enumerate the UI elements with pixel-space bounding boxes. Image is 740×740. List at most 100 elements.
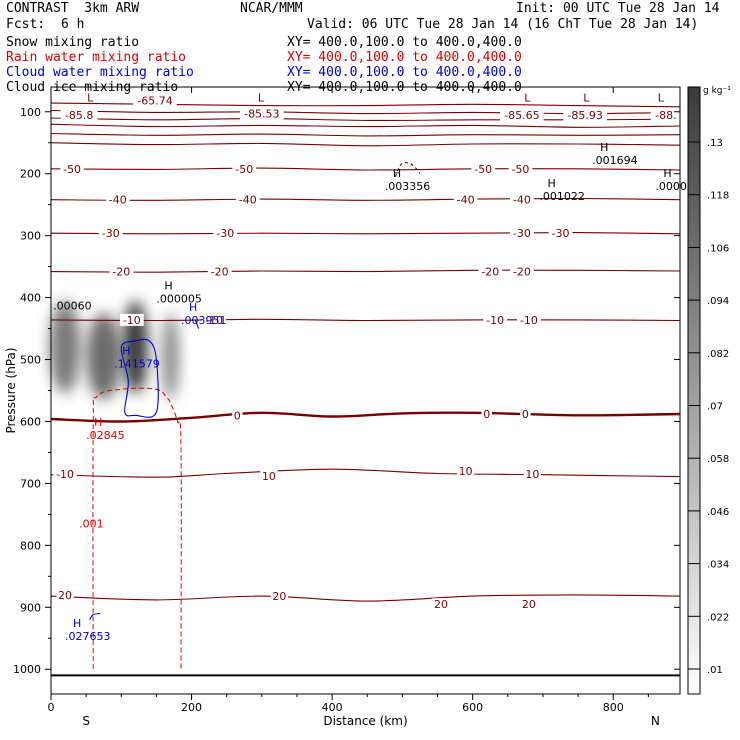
contour-label-bg: [119, 313, 144, 326]
snow-cell: [86, 313, 122, 400]
extremum-value: .027653: [65, 630, 111, 643]
contour-label: 10: [525, 468, 539, 481]
contour-label-bg: [523, 468, 542, 481]
colorbar-tick-label: .058: [707, 454, 729, 465]
snow-cell: [162, 313, 179, 400]
contour-label-bg: [60, 108, 98, 121]
extremum-value: .003951: [181, 314, 227, 327]
colorbar-tick-label: .07: [707, 402, 723, 413]
extremum-marker: H: [663, 167, 671, 180]
x-axis-label: Distance (km): [323, 714, 407, 728]
y-tick-label: 500: [20, 354, 41, 367]
contour-label: 20: [434, 598, 448, 611]
contour-label: -20: [513, 266, 531, 279]
extremum-value: .001694: [592, 154, 638, 167]
colorbar-tick-label: .082: [707, 349, 729, 360]
contour-label-bg: [240, 107, 284, 120]
contour-label-bg: [457, 465, 475, 478]
contour-label-bg: [509, 265, 534, 278]
contour-label-bg: [53, 468, 77, 481]
header-center: NCAR/MMM: [240, 1, 303, 16]
legend-cloudwater-xy: XY= 400.0,100.0 to 400.0,400.0: [287, 65, 522, 80]
contour-label-bg: [509, 193, 534, 206]
extremum-value: .001022: [539, 190, 585, 203]
x-tick-label: 0: [48, 701, 55, 714]
extremum-value: .02845: [86, 429, 125, 442]
contour-label: -50: [235, 163, 253, 176]
contour-label: -85.93: [567, 109, 602, 122]
contour-label: -10: [486, 314, 504, 327]
contour-label: -85.53: [244, 108, 279, 121]
colorbar: .01 .022 .034 .046 .058 .07 .082 .094 .106 .118 .1…: [687, 86, 731, 695]
contour-label-bg: [471, 162, 496, 175]
snow-cell: [49, 300, 81, 394]
extremum-marker: H: [189, 301, 197, 314]
contour-label: -30: [552, 227, 570, 240]
contour-label-bg: [232, 162, 257, 175]
contour-label-bg: [500, 108, 544, 121]
extremum-marker: H: [393, 167, 401, 180]
extremum-marker: H: [73, 617, 81, 630]
temperature-contour: [50, 197, 681, 201]
contour-label: -85.8: [65, 109, 93, 122]
y-tick-label: 700: [20, 477, 41, 490]
contour-label: -10: [56, 468, 74, 481]
extremum-value: .003356: [385, 180, 431, 193]
contour-label-bg: [650, 108, 682, 121]
extremum-marker: H: [94, 416, 102, 429]
temperature-contour: [50, 269, 681, 273]
x-tick-label: 600: [462, 701, 483, 714]
contour-label: -50: [63, 163, 81, 176]
x-end-label-right: N: [651, 714, 660, 728]
contour-label-bg: [207, 265, 232, 278]
y-tick-label: 400: [20, 292, 41, 305]
contour-label-bg: [508, 162, 533, 175]
colorbar-tick-label: .13: [707, 138, 723, 149]
temperature-contours: [50, 102, 681, 602]
extremum-marker: L: [87, 92, 94, 105]
legend-snow-label: Snow mixing ratio: [6, 35, 140, 50]
x-tick-label: 200: [181, 701, 202, 714]
temperature-contour: [50, 167, 681, 171]
legend-snow-xy: XY= 400.0,100.0 to 400.0,400.0: [287, 35, 522, 50]
extremum-marker: L: [258, 92, 265, 105]
colorbar-scale: [687, 86, 701, 695]
contour-label: -10: [205, 314, 223, 327]
contour-label-bg: [260, 469, 278, 482]
contour-label-bg: [133, 94, 177, 107]
header-valid: Valid: 06 UTC Tue 28 Jan 14 (16 ChT Tue …: [307, 17, 699, 32]
legend-rain-label: Rain water mixing ratio: [6, 50, 187, 65]
contour-label: 20: [58, 589, 72, 602]
contour-label: 0: [522, 408, 529, 421]
y-tick-label: 900: [20, 601, 41, 614]
contour-label: -10: [123, 314, 141, 327]
legend-cloudwater-label: Cloud water mixing ratio: [6, 65, 194, 80]
contour-label: 20: [522, 598, 536, 611]
cloud-water-contours: [89, 319, 200, 620]
extremum-value: .000005: [156, 292, 202, 305]
contour-label: -85.65: [504, 109, 539, 122]
cloud-water-contour: [194, 319, 200, 329]
header-fcst-value: 6 h: [61, 17, 85, 32]
contour-labels: -85.8 -65.74 -85.53 -85.65 -85.93 -88. -50 -50 -…: [53, 94, 682, 611]
colorbar-tick-label: .046: [707, 507, 729, 518]
contour-label-bg: [60, 162, 84, 175]
temperature-contour: [50, 594, 681, 602]
contour-label: -50: [474, 163, 492, 176]
contour-label-bg: [56, 588, 74, 601]
y-tick-label: 800: [20, 539, 41, 552]
contour-label-bg: [453, 193, 478, 206]
header-init: Init: 00 UTC Tue 28 Jan 14: [516, 1, 720, 16]
contour-label-bg: [202, 313, 226, 326]
legend-rain-xy: XY= 400.0,100.0 to 400.0,400.0: [287, 50, 522, 65]
colorbar-tick-label: .106: [707, 243, 729, 254]
cloud-water-contour: [89, 612, 101, 620]
contour-label-bg: [231, 409, 243, 422]
contour-label-bg: [483, 313, 508, 326]
y-tick-label: 100: [20, 106, 41, 119]
contour-label-bg: [520, 598, 538, 611]
extremum-marker: L: [658, 92, 665, 105]
contour-label: -30: [513, 227, 531, 240]
